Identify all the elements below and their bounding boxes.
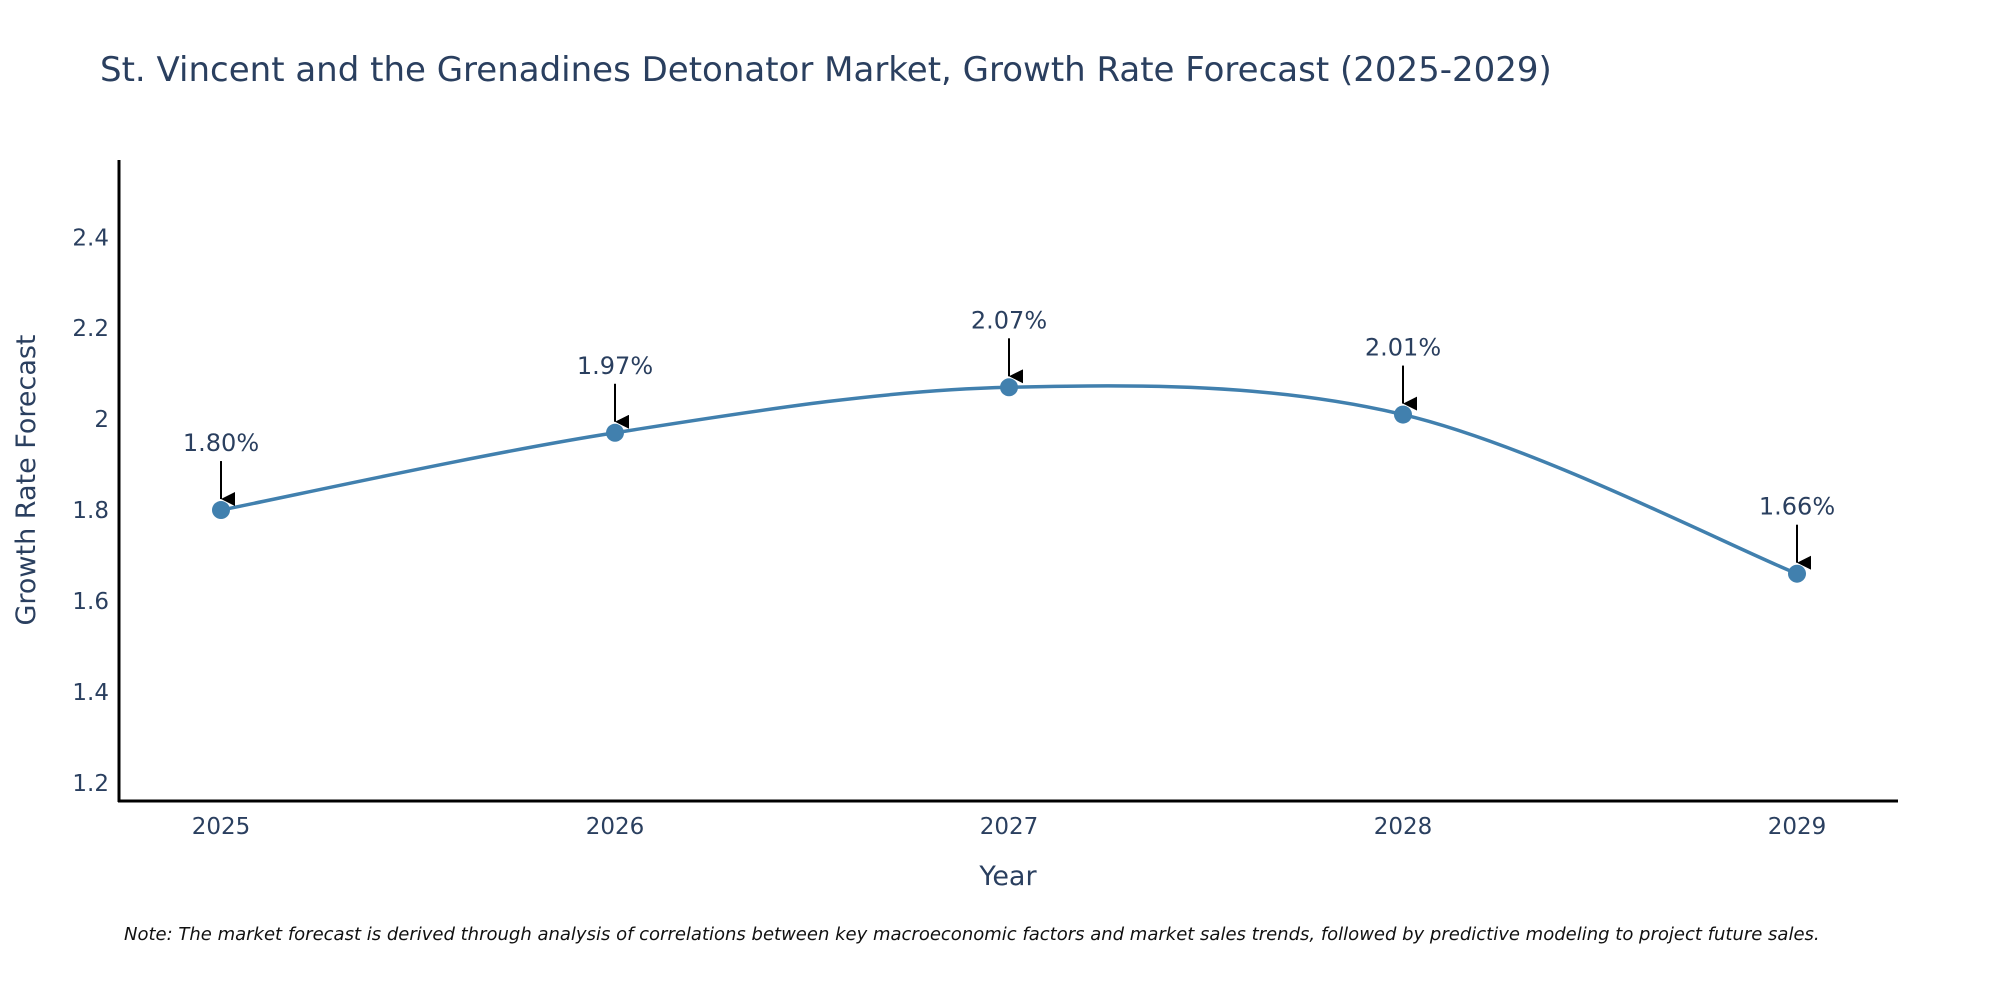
data-point-marker	[606, 423, 624, 442]
x-tick-label: 2029	[1768, 814, 1827, 840]
forecast-note: Note: The market forecast is derived thr…	[124, 924, 1820, 945]
y-tick-label: 1.6	[72, 589, 109, 615]
chart-title: St. Vincent and the Grenadines Detonator…	[100, 50, 1552, 90]
y-tick-label: 1.2	[72, 771, 109, 797]
y-tick-label: 2	[94, 407, 109, 433]
data-label: 2.07%	[971, 306, 1047, 334]
x-tick-label: 2027	[980, 814, 1039, 840]
y-tick-label: 1.4	[72, 680, 109, 706]
data-point-marker	[212, 501, 230, 520]
data-label: 1.80%	[183, 429, 259, 457]
x-tick-label: 2026	[586, 814, 645, 840]
plot-area: 1.2 1.4 1.6 1.8 2 2.2 2.4 2025 2026 2027 2028 2029 1…	[72, 225, 1835, 840]
data-label: 1.97%	[577, 352, 653, 380]
y-tick-label: 1.8	[72, 498, 109, 524]
x-axis-title: Year	[978, 861, 1037, 892]
x-tick-label: 2025	[192, 814, 251, 840]
data-point-marker	[1788, 564, 1806, 583]
data-label: 2.01%	[1365, 334, 1441, 362]
y-axis-title: Growth Rate Forecast	[11, 334, 42, 625]
y-tick-label: 2.2	[72, 316, 109, 342]
series-line	[220, 384, 1798, 576]
data-label: 1.66%	[1759, 493, 1835, 521]
x-tick-label: 2028	[1374, 814, 1433, 840]
data-point-marker	[1000, 378, 1018, 397]
y-tick-label: 2.4	[72, 225, 109, 251]
data-point-marker	[1394, 405, 1412, 424]
